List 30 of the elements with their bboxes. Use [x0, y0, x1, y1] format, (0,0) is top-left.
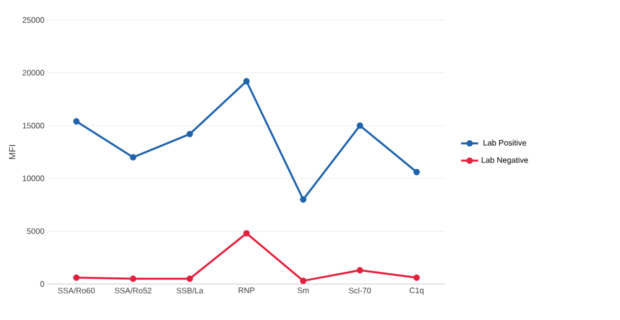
point — [300, 196, 306, 203]
x-tick-label: Sm — [298, 288, 309, 294]
x-tick-label: SSB/La — [176, 288, 204, 294]
x-tick-label: RNP — [238, 288, 255, 294]
point — [413, 274, 420, 281]
y-tick-label: 10000 — [22, 176, 44, 182]
y-tick-label: 20000 — [22, 70, 44, 76]
point — [186, 276, 193, 282]
y-tick-label: 15000 — [22, 122, 44, 128]
point — [413, 168, 420, 176]
point — [130, 154, 136, 160]
point — [130, 276, 136, 282]
point — [73, 274, 80, 281]
x-tick-label: SSA/Ro52 — [114, 288, 152, 294]
y-axis-title: MFI — [9, 145, 16, 159]
y-tick-label: 0 — [40, 281, 44, 287]
point — [300, 278, 306, 284]
point — [243, 230, 250, 236]
legend-label: Lab Positive — [484, 140, 526, 146]
point — [186, 130, 193, 138]
x-tick-label: Scl-70 — [348, 288, 371, 294]
y-tick-label: 5000 — [26, 228, 44, 234]
y-tick-label: 25000 — [22, 17, 44, 23]
x-tick-label: C1q — [410, 288, 424, 295]
point — [356, 122, 364, 129]
point — [356, 267, 364, 274]
legend-label: Lab Negative — [482, 156, 528, 164]
point — [73, 118, 80, 125]
point — [243, 78, 250, 84]
x-tick-label: SSA/Ro60 — [58, 288, 95, 294]
